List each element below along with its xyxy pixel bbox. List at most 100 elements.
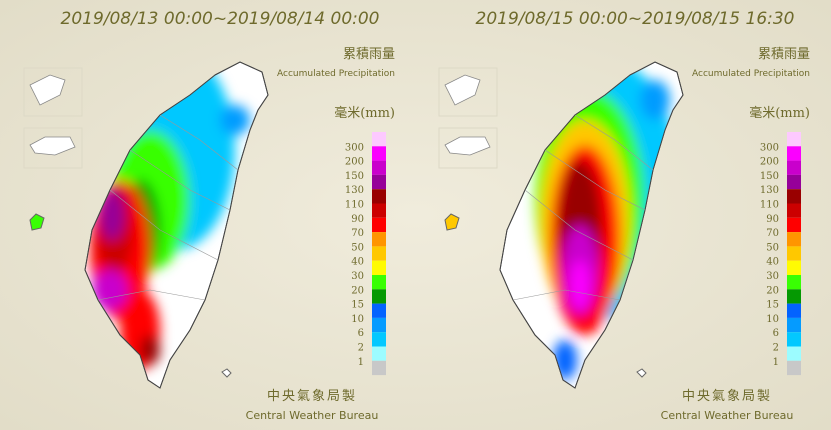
legend-label: 2 <box>773 343 779 354</box>
legend-label: 110 <box>760 200 779 211</box>
legend-swatch <box>787 289 801 304</box>
legend-unit: 毫米(mm) <box>749 105 810 121</box>
inset-box <box>23 127 83 169</box>
legend-swatch <box>787 174 801 190</box>
legend-swatch <box>787 346 801 361</box>
rain-field <box>90 62 250 370</box>
county-lines <box>512 114 654 301</box>
legend-label: 6 <box>773 328 779 339</box>
coast <box>499 61 684 389</box>
legend-label: 20 <box>351 285 364 296</box>
legend-label: 50 <box>351 242 364 253</box>
legend-swatch <box>787 217 801 233</box>
credit-en: Central Weather Bureau <box>661 409 794 422</box>
legend-swatch <box>372 146 386 161</box>
legend-title: 累積雨量 <box>758 47 810 62</box>
legend-swatch <box>787 332 801 347</box>
legend-label: 90 <box>766 214 779 225</box>
legend-label: 10 <box>766 314 779 325</box>
legend-label: 1 <box>358 357 364 368</box>
legend-label: 300 <box>760 142 779 153</box>
legend-swatch <box>787 160 801 175</box>
legend-label: 15 <box>766 300 779 311</box>
legend-swatch <box>372 189 386 204</box>
coast <box>84 61 269 389</box>
legend-label: 300 <box>345 142 364 153</box>
legend-label: 70 <box>766 228 779 239</box>
green-island <box>221 368 232 378</box>
rain-area <box>92 270 128 310</box>
panel-title: 2019/08/13 00:00~2019/08/14 00:00 <box>61 9 380 29</box>
penghu <box>29 213 45 231</box>
legend-swatch <box>787 132 801 147</box>
legend-swatch <box>787 260 801 275</box>
credit-zh: 中央氣象局製 <box>682 389 772 404</box>
legend-label: 200 <box>760 157 779 168</box>
legend-subtitle: Accumulated Precipitation <box>692 69 810 79</box>
legend-label: 1 <box>773 357 779 368</box>
map-panel: 2019/08/15 00:00~2019/08/15 16:30 累積雨量 Acc… <box>438 9 810 422</box>
legend-swatch <box>787 303 801 318</box>
legend-label: 30 <box>766 271 779 282</box>
legend-swatch <box>372 160 386 175</box>
legend-swatch <box>372 317 386 333</box>
legend-swatch <box>372 232 386 247</box>
legend-label: 20 <box>766 285 779 296</box>
legend-swatch <box>372 346 386 361</box>
legend-swatch <box>372 246 386 261</box>
legend-swatch <box>372 217 386 233</box>
legend-swatch <box>787 246 801 261</box>
legend-label: 130 <box>760 185 779 196</box>
legend-label: 15 <box>351 300 364 311</box>
legend-label: 70 <box>351 228 364 239</box>
legend-label: 150 <box>760 171 779 182</box>
rain-area <box>640 80 670 120</box>
outer-island <box>444 74 481 106</box>
legend-label: 6 <box>358 328 364 339</box>
legend-label: 200 <box>345 157 364 168</box>
rain-area <box>220 105 250 135</box>
legend-swatch <box>787 360 801 376</box>
inset-box <box>438 127 498 169</box>
legend-label: 130 <box>345 185 364 196</box>
outer-island <box>29 74 66 106</box>
legend-label: 30 <box>351 271 364 282</box>
inset-box <box>438 67 498 117</box>
legend-title: 累積雨量 <box>343 47 395 62</box>
green-island <box>636 368 647 378</box>
legend-label: 110 <box>345 200 364 211</box>
legend-label: 40 <box>766 257 779 268</box>
legend-label: 50 <box>766 242 779 253</box>
legend-label: 40 <box>351 257 364 268</box>
rain-blur <box>90 62 250 370</box>
legend-label: 2 <box>358 343 364 354</box>
county-lines <box>97 114 239 301</box>
legend-swatch <box>787 275 801 290</box>
legend-swatch <box>372 174 386 190</box>
legend-swatch <box>787 317 801 333</box>
legend-label: 90 <box>351 214 364 225</box>
credit-en: Central Weather Bureau <box>246 409 379 422</box>
rain-field <box>535 62 680 380</box>
outer-island <box>444 136 491 156</box>
legend-swatch <box>372 203 386 218</box>
legend-swatch <box>372 275 386 290</box>
legend-swatch <box>787 203 801 218</box>
rain-area <box>100 190 124 240</box>
legend-swatch <box>372 332 386 347</box>
credit-zh: 中央氣象局製 <box>267 389 357 404</box>
legend-swatch <box>787 146 801 161</box>
legend-swatch <box>372 360 386 376</box>
legend-label: 10 <box>351 314 364 325</box>
legend-subtitle: Accumulated Precipitation <box>277 69 395 79</box>
legend-label: 150 <box>345 171 364 182</box>
legend-swatch <box>372 289 386 304</box>
panel-title: 2019/08/15 00:00~2019/08/15 16:30 <box>476 9 795 29</box>
legend-unit: 毫米(mm) <box>334 105 395 121</box>
legend-swatch <box>372 260 386 275</box>
legend-swatch <box>787 189 801 204</box>
rain-area <box>140 335 160 365</box>
legend-swatch <box>787 232 801 247</box>
outer-island <box>29 136 76 156</box>
